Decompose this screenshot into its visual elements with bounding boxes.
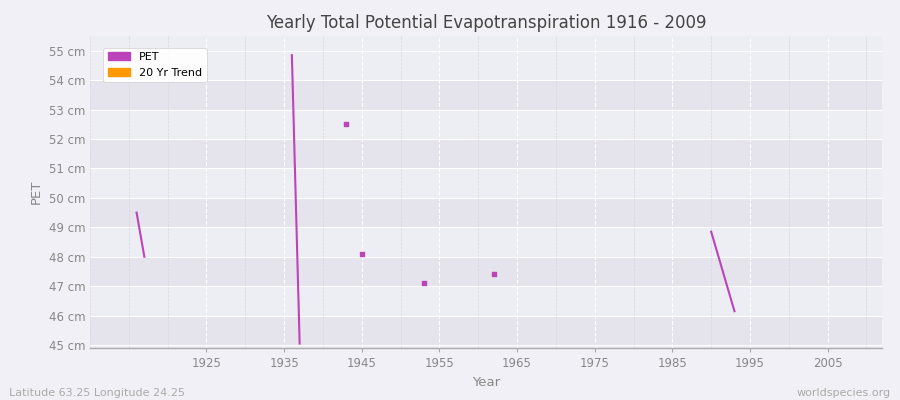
Y-axis label: PET: PET: [30, 180, 43, 204]
Point: [417, 280, 431, 286]
Bar: [90, 257, 882, 286]
Bar: [90, 286, 882, 316]
Bar: [90, 110, 882, 139]
Title: Yearly Total Potential Evapotranspiration 1916 - 2009: Yearly Total Potential Evapotranspiratio…: [266, 14, 706, 32]
Legend: PET, 20 Yr Trend: PET, 20 Yr Trend: [104, 48, 207, 82]
Bar: [90, 198, 882, 227]
Text: worldspecies.org: worldspecies.org: [796, 388, 891, 398]
Point: [339, 121, 354, 128]
Bar: [90, 168, 882, 198]
Bar: [90, 139, 882, 168]
Point: [355, 251, 369, 257]
Bar: [90, 316, 882, 345]
Bar: [90, 51, 882, 80]
Bar: [90, 227, 882, 257]
Bar: [90, 80, 882, 110]
Text: Latitude 63.25 Longitude 24.25: Latitude 63.25 Longitude 24.25: [9, 388, 185, 398]
X-axis label: Year: Year: [472, 376, 500, 388]
Point: [487, 271, 501, 278]
